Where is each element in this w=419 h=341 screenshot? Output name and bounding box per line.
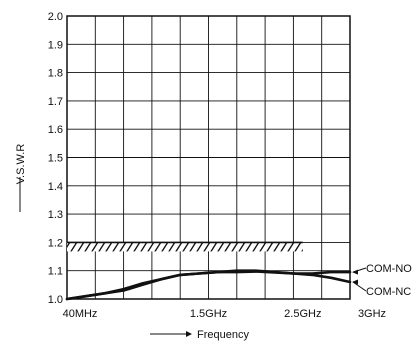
legend: COM-NO COM-NC [352,263,412,298]
y-axis-title-group: V.S.W.R [15,144,27,212]
legend-label-com-nc: COM-NC [366,286,411,298]
series-line-com-nc [65,269,352,301]
plot-frame [66,15,351,300]
grid [67,16,350,299]
y-tick-label: 1.3 [48,209,63,221]
x-axis-title-group: Frequency [150,329,249,341]
y-tick-label: 1.9 [48,39,63,51]
legend-label-com-no: COM-NO [366,263,412,275]
y-tick-label: 1.0 [48,294,63,306]
x-tick-label: 2.5GHz [284,308,321,320]
x-tick-label: 3GHz [358,308,386,320]
y-tick-label: 1.7 [48,96,63,108]
x-tick-label: 40MHz [63,308,98,320]
legend-leader-line [352,281,367,292]
series-lines [65,269,352,301]
y-tick-label: 1.1 [48,266,63,278]
y-tick-label: 1.8 [48,68,63,80]
y-tick-label: 1.6 [48,124,63,136]
legend-arrow-head [352,279,358,285]
x-tick-label: 1.5GHz [190,308,227,320]
legend-arrow-head [352,269,358,275]
y-tick-label: 2.0 [48,11,63,23]
x-axis-arrow-head [186,331,192,337]
x-tick-labels: 40MHz 1.5GHz 2.5GHz 3GHz [63,308,386,320]
x-axis-title: Frequency [197,329,249,341]
y-tick-label: 1.4 [48,181,63,193]
y-tick-label: 1.2 [48,237,63,249]
spec-limit-hatch [67,242,303,252]
y-tick-labels: 1.0 1.1 1.2 1.3 1.4 1.5 1.6 1.7 1.8 1.9 2.0 [48,11,63,306]
y-tick-label: 1.5 [48,153,63,165]
spec-limit-band [67,241,303,252]
y-axis-title: V.S.W.R [15,144,27,185]
